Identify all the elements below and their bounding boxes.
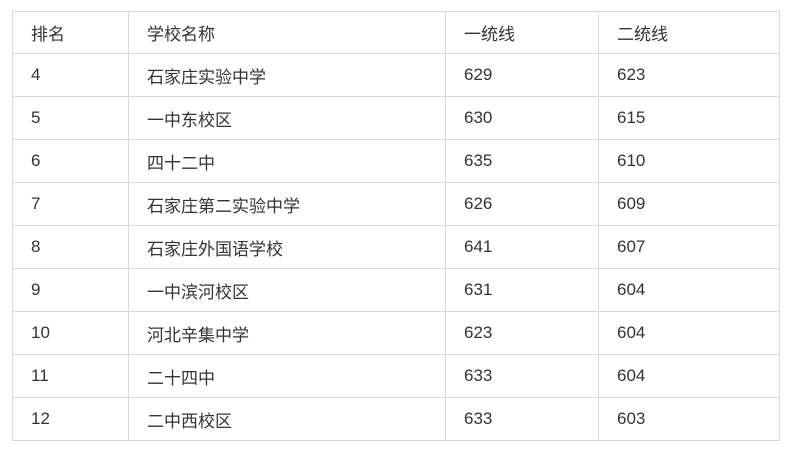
table-row: 9 一中滨河校区 631 604 (12, 268, 780, 312)
table-body: 4 石家庄实验中学 629 623 5 一中东校区 630 615 6 四十二中… (12, 53, 780, 441)
table-row: 6 四十二中 635 610 (12, 139, 780, 183)
cell-line1: 631 (445, 268, 599, 312)
cell-line1: 641 (445, 225, 599, 269)
column-header-line1: 一统线 (445, 11, 599, 54)
cell-school: 二十四中 (128, 354, 446, 398)
cell-line1: 623 (445, 311, 599, 355)
cell-school: 一中东校区 (128, 96, 446, 140)
cell-rank: 9 (12, 268, 129, 312)
cell-line2: 609 (598, 182, 780, 226)
cell-school: 一中滨河校区 (128, 268, 446, 312)
cell-line1: 635 (445, 139, 599, 183)
cell-line2: 615 (598, 96, 780, 140)
cell-school: 石家庄外国语学校 (128, 225, 446, 269)
cell-rank: 8 (12, 225, 129, 269)
cell-line2: 610 (598, 139, 780, 183)
cell-rank: 10 (12, 311, 129, 355)
column-header-line2: 二统线 (598, 11, 780, 54)
cell-school: 河北辛集中学 (128, 311, 446, 355)
cell-school: 石家庄实验中学 (128, 53, 446, 97)
cell-line1: 630 (445, 96, 599, 140)
cell-school: 四十二中 (128, 139, 446, 183)
cell-line2: 604 (598, 354, 780, 398)
cell-rank: 12 (12, 397, 129, 441)
column-header-rank: 排名 (12, 11, 129, 54)
table-header-row: 排名 学校名称 一统线 二统线 (12, 11, 780, 54)
cell-line2: 623 (598, 53, 780, 97)
cell-school: 石家庄第二实验中学 (128, 182, 446, 226)
cell-line1: 633 (445, 354, 599, 398)
table-row: 7 石家庄第二实验中学 626 609 (12, 182, 780, 226)
table-row: 5 一中东校区 630 615 (12, 96, 780, 140)
cell-rank: 4 (12, 53, 129, 97)
table-row: 11 二十四中 633 604 (12, 354, 780, 398)
table-row: 4 石家庄实验中学 629 623 (12, 53, 780, 97)
cell-line1: 629 (445, 53, 599, 97)
cell-line1: 626 (445, 182, 599, 226)
column-header-school: 学校名称 (128, 11, 446, 54)
cell-line2: 604 (598, 311, 780, 355)
cell-rank: 7 (12, 182, 129, 226)
cell-school: 二中西校区 (128, 397, 446, 441)
table-row: 8 石家庄外国语学校 641 607 (12, 225, 780, 269)
cell-rank: 5 (12, 96, 129, 140)
cell-line2: 604 (598, 268, 780, 312)
table-row: 12 二中西校区 633 603 (12, 397, 780, 441)
cell-rank: 11 (12, 354, 129, 398)
table-row: 10 河北辛集中学 623 604 (12, 311, 780, 355)
cell-rank: 6 (12, 139, 129, 183)
cell-line2: 603 (598, 397, 780, 441)
cell-line2: 607 (598, 225, 780, 269)
cell-line1: 633 (445, 397, 599, 441)
school-score-table: 排名 学校名称 一统线 二统线 4 石家庄实验中学 629 623 5 一中东校… (12, 11, 780, 441)
